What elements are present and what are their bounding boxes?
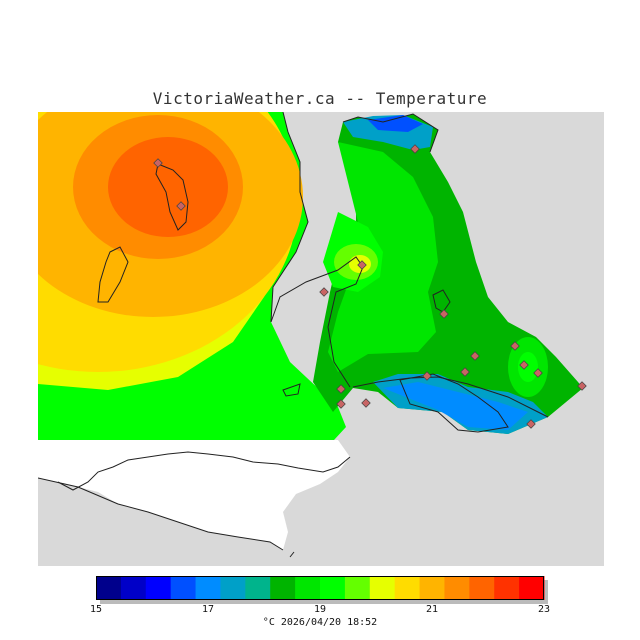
legend-swatch [469, 576, 495, 600]
weather-stations [153, 144, 587, 429]
legend-swatch [494, 576, 520, 600]
legend-swatch [270, 576, 296, 600]
temperature-field-east [313, 114, 583, 434]
legend-swatch [96, 576, 122, 600]
station-marker [577, 381, 587, 391]
legend-swatch [195, 576, 221, 600]
station-marker [533, 368, 543, 378]
station-marker [153, 158, 163, 168]
station-marker [470, 351, 480, 361]
legend-frame [96, 576, 544, 600]
station-marker [519, 360, 529, 370]
no-data-region [38, 440, 350, 550]
station-marker [319, 287, 329, 297]
legend-swatch [245, 576, 271, 600]
legend-swatch [519, 576, 545, 600]
station-marker [439, 309, 449, 319]
timestamp: 2026/04/20 18:52 [280, 617, 378, 628]
legend-tick-label: 21 [425, 604, 439, 615]
temperature-map[interactable] [38, 112, 604, 566]
color-legend [96, 576, 548, 604]
station-marker [357, 260, 367, 270]
legend-swatch [320, 576, 346, 600]
legend-tick-label: 15 [89, 604, 103, 615]
legend-swatch [220, 576, 246, 600]
legend-swatch [120, 576, 147, 600]
legend-swatch [170, 576, 197, 600]
station-marker [361, 398, 371, 408]
legend-swatch [369, 576, 396, 600]
station-marker [176, 201, 186, 211]
station-marker [526, 419, 536, 429]
legend-swatch [444, 576, 470, 600]
caption: °C 2026/04/20 18:52 [0, 617, 640, 628]
legend-swatch [145, 576, 172, 600]
station-marker [336, 399, 346, 409]
station-marker [510, 341, 520, 351]
legend-swatch [394, 576, 421, 600]
legend-tick-label: 19 [313, 604, 327, 615]
legend-swatch [344, 576, 371, 600]
legend-swatch [419, 576, 445, 600]
station-marker [336, 384, 346, 394]
map-title: VictoriaWeather.ca -- Temperature [152, 89, 488, 108]
legend-swatch [295, 576, 321, 600]
legend-tick-label: 17 [201, 604, 215, 615]
station-marker [460, 367, 470, 377]
station-marker [422, 371, 432, 381]
legend-swatches [96, 576, 545, 600]
unit-label: °C [262, 617, 275, 628]
temperature-field-west [38, 112, 346, 440]
station-marker [410, 144, 420, 154]
legend-tick-label: 23 [537, 604, 551, 615]
